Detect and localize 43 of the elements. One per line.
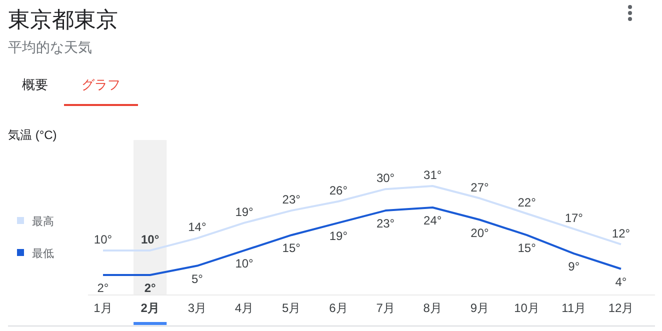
data-label: 19° (235, 204, 254, 219)
x-tick-label: 11月 (562, 301, 586, 315)
data-label: 24° (424, 213, 442, 228)
data-label: 23° (282, 192, 301, 207)
x-tick-label: 12月 (608, 301, 634, 315)
x-tick-label: 2月 (140, 301, 160, 315)
legend-label: 最低 (32, 248, 54, 260)
text: 概要 (22, 77, 48, 92)
data-label: 12° (612, 226, 630, 240)
data-label: 10° (235, 256, 254, 270)
legend-label: 最高 (32, 215, 54, 228)
chart-title: 東京都東京 (8, 7, 118, 32)
data-label: 5° (191, 272, 204, 286)
data-label: 15° (282, 241, 301, 256)
data-label: 10° (141, 232, 160, 246)
x-tick-label: 7月 (376, 301, 395, 315)
data-label: 26° (329, 183, 348, 198)
x-tick-label: 1月 (94, 301, 112, 315)
data-label: 2° (144, 281, 156, 295)
x-tick-label: 6月 (329, 301, 348, 315)
x-tick-label: 4月 (234, 301, 254, 315)
data-label: 2° (97, 281, 109, 295)
data-label: 31° (424, 168, 442, 182)
data-label: 27° (470, 180, 489, 194)
data-label: 15° (518, 241, 536, 256)
data-label: 10° (94, 232, 112, 246)
data-label: 9° (568, 260, 580, 274)
data-label: 17° (564, 210, 584, 225)
text: グラフ (82, 77, 120, 92)
data-label: 4° (615, 274, 627, 289)
data-label: 14° (188, 220, 206, 234)
x-tick-label: 3月 (188, 301, 207, 315)
data-label: 19° (329, 228, 348, 243)
data-label: 30° (376, 171, 395, 186)
chart-subtitle: 平均的な天気 (8, 39, 92, 55)
data-label: 22° (518, 196, 536, 210)
y-axis-title: 気温 (°C) (8, 128, 57, 142)
data-label: 20° (470, 226, 489, 240)
x-tick-label: 10月 (514, 301, 540, 315)
x-tick-label: 5月 (282, 301, 301, 315)
data-label: 23° (376, 216, 395, 231)
x-tick-label: 8月 (423, 301, 442, 315)
x-tick-label: 9月 (470, 301, 490, 315)
